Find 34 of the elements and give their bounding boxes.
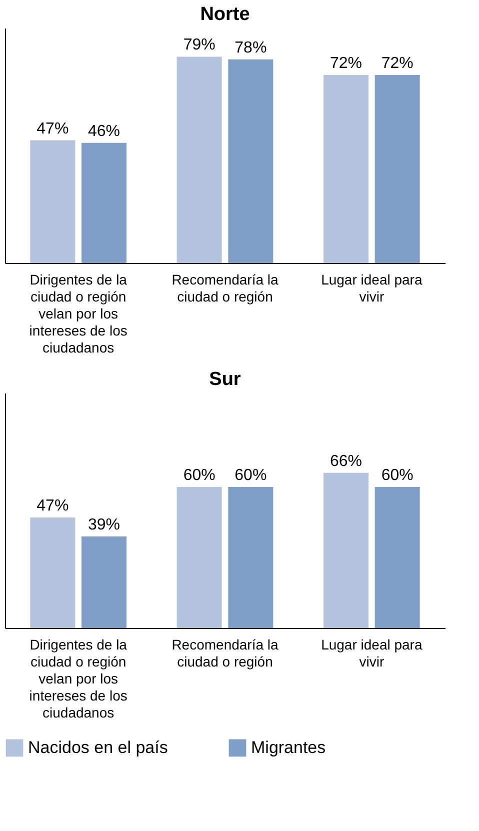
bar bbox=[228, 59, 274, 263]
x-tick-label: Dirigentes de la ciudad o región velan por los intereses de los ciudadanos bbox=[29, 636, 128, 720]
data-label: 60% bbox=[234, 467, 267, 484]
x-tick-label: Recomendaría la ciudad o región bbox=[172, 272, 279, 304]
bar bbox=[374, 487, 420, 628]
bar bbox=[228, 487, 274, 628]
x-tick-label: Recomendaría la ciudad o región bbox=[172, 636, 279, 670]
bar bbox=[324, 75, 368, 263]
bar bbox=[374, 75, 420, 263]
x-tick-label: Lugar ideal para vivir bbox=[321, 272, 422, 304]
bar bbox=[176, 487, 222, 628]
x-tick-label: Lugar ideal para vivir bbox=[321, 636, 422, 670]
bar bbox=[82, 142, 126, 263]
bar bbox=[30, 518, 76, 628]
bar bbox=[176, 56, 222, 263]
data-label: 47% bbox=[36, 498, 69, 515]
data-label: 47% bbox=[36, 120, 69, 138]
legend-label: Migrantes bbox=[251, 738, 326, 757]
data-label: 39% bbox=[88, 516, 120, 534]
data-label: 78% bbox=[234, 39, 267, 56]
bar bbox=[30, 140, 76, 263]
bar bbox=[324, 472, 368, 628]
data-label: 60% bbox=[381, 467, 414, 484]
data-label: 60% bbox=[183, 467, 216, 484]
data-label: 79% bbox=[183, 36, 216, 54]
legend-label: Nacidos en el país bbox=[28, 738, 168, 757]
data-label: 72% bbox=[330, 55, 362, 72]
x-tick-label: Dirigentes de la ciudad o región velan por los intereses de los ciudadanos bbox=[29, 272, 128, 356]
chart-title: Sur bbox=[209, 369, 242, 390]
data-label: 72% bbox=[381, 55, 414, 72]
data-label: 66% bbox=[330, 452, 362, 470]
bar bbox=[82, 536, 126, 628]
data-label: 46% bbox=[88, 122, 120, 140]
chart-title: Norte bbox=[200, 4, 250, 25]
